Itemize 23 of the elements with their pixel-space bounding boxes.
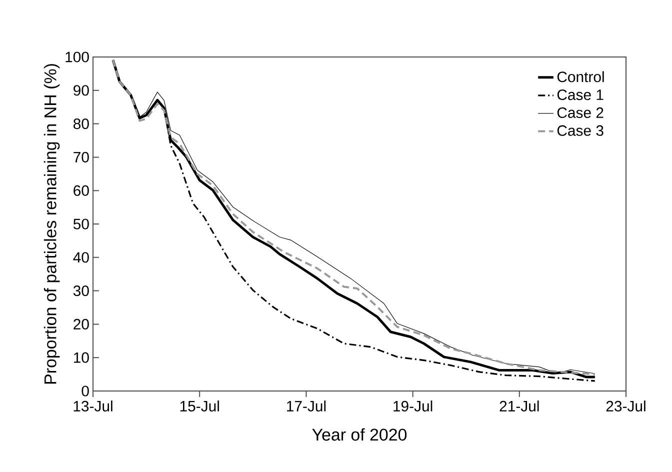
legend-label: Case 1 [557, 89, 604, 100]
x-tick-label: 15-Jul [180, 400, 219, 412]
y-tick-label: 60 [74, 185, 89, 196]
legend-label: Case 3 [557, 125, 604, 136]
x-tick-label: 17-Jul [286, 400, 326, 412]
y-tick-label: 90 [74, 85, 89, 96]
y-tick-label: 70 [74, 152, 89, 162]
y-tick-label: 30 [73, 286, 89, 296]
y-tick-label: 0 [82, 386, 89, 396]
y-axis-title: Proportion of particles remaining in NH (%) [44, 64, 60, 384]
y-tick-label: 100 [66, 52, 89, 62]
x-tick-label: 21-Jul [500, 400, 539, 412]
x-tick-label: 19-Jul [394, 400, 432, 412]
x-axis-title: Year of 2020 [312, 428, 407, 441]
y-tick-label: 50 [73, 218, 89, 230]
x-tick-label: 13-Jul [74, 400, 112, 412]
y-tick-label: 40 [73, 252, 89, 263]
y-tick-label: 80 [74, 118, 89, 130]
y-tick-label: 10 [74, 352, 89, 363]
legend-label: Control [557, 71, 604, 82]
x-tick-label: 23-Jul [606, 400, 646, 412]
y-tick-label: 20 [74, 318, 89, 330]
legend-label: Case 2 [557, 107, 604, 118]
